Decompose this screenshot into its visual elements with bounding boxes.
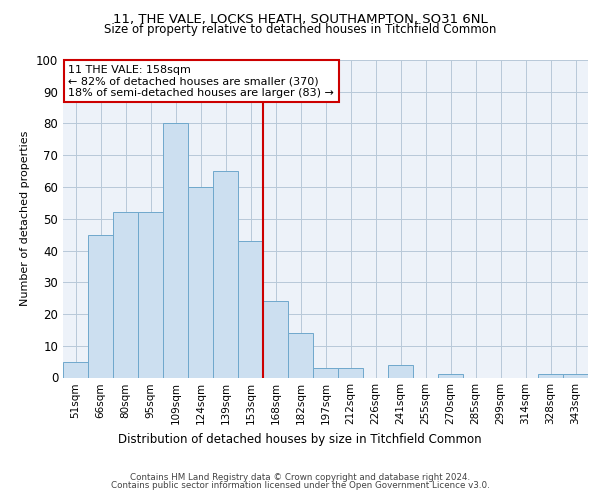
Bar	[388, 365, 413, 378]
Text: Size of property relative to detached houses in Titchfield Common: Size of property relative to detached ho…	[104, 22, 496, 36]
Bar	[238, 241, 263, 378]
Text: 11, THE VALE, LOCKS HEATH, SOUTHAMPTON, SO31 6NL: 11, THE VALE, LOCKS HEATH, SOUTHAMPTON, …	[113, 12, 487, 26]
Bar	[538, 374, 563, 378]
Bar	[63, 362, 88, 378]
Bar	[438, 374, 463, 378]
Bar	[138, 212, 163, 378]
Bar	[563, 374, 588, 378]
Bar	[288, 333, 313, 378]
Bar	[188, 187, 213, 378]
Bar	[263, 302, 288, 378]
Text: Contains public sector information licensed under the Open Government Licence v3: Contains public sector information licen…	[110, 481, 490, 490]
Text: 11 THE VALE: 158sqm
← 82% of detached houses are smaller (370)
18% of semi-detac: 11 THE VALE: 158sqm ← 82% of detached ho…	[68, 65, 334, 98]
Y-axis label: Number of detached properties: Number of detached properties	[20, 131, 31, 306]
Bar	[313, 368, 338, 378]
Text: Contains HM Land Registry data © Crown copyright and database right 2024.: Contains HM Land Registry data © Crown c…	[130, 472, 470, 482]
Bar	[338, 368, 363, 378]
Bar	[88, 234, 113, 378]
Bar	[213, 171, 238, 378]
Text: Distribution of detached houses by size in Titchfield Common: Distribution of detached houses by size …	[118, 432, 482, 446]
Bar	[163, 124, 188, 378]
Bar	[113, 212, 138, 378]
